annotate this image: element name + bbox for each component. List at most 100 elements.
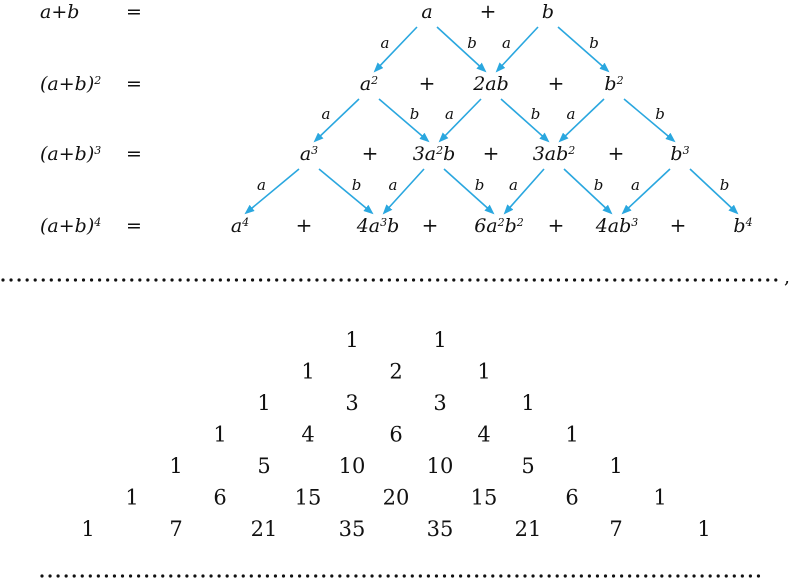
pascal-number: 35 (427, 517, 454, 541)
expansion-section: a+b = a + b(a+b)2 = a2 +2ab + b2(a+b)3 = a3 +3a2b +3a… (40, 0, 753, 237)
expansion-term: a (421, 1, 432, 23)
expansion-term: b (542, 1, 554, 23)
pascal-number: 1 (301, 360, 314, 384)
pascal-number: 1 (257, 391, 270, 415)
plus-sign: + (670, 213, 687, 237)
expansion-term: b2 (604, 73, 623, 95)
pascal-number: 4 (301, 423, 314, 447)
arrow-a (313, 98, 360, 143)
plus-sign: + (483, 141, 500, 165)
pascal-number: 6 (213, 486, 226, 510)
arrow-b (623, 98, 676, 143)
plus-sign: + (296, 213, 313, 237)
pascal-number: 5 (257, 454, 270, 478)
pascal-number: 1 (697, 517, 710, 541)
expansion-term: 4ab3 (595, 215, 639, 237)
lhs-row-1: (a+b)2 (40, 73, 101, 95)
expansion-term: a3 (300, 143, 318, 165)
arrow-b (500, 98, 550, 143)
equals-sign: = (126, 73, 142, 95)
arrow-label-a: a (445, 105, 454, 123)
pascal-number: 1 (565, 423, 578, 447)
arrow-label-b: b (467, 34, 477, 52)
arrow-label-b: b (655, 105, 665, 123)
pascal-number: 1 (433, 328, 446, 352)
arrow-b (436, 26, 487, 73)
arrow-label-a: a (257, 176, 266, 194)
arrow-label-b: b (352, 176, 362, 194)
arrow-b (443, 168, 495, 215)
arrow-a (495, 26, 539, 73)
pascal-number: 1 (213, 423, 226, 447)
arrow-label-a: a (381, 34, 390, 52)
arrow-a (373, 26, 418, 73)
arrow-a (244, 168, 300, 215)
arrow-b (557, 26, 610, 73)
arrow-a (438, 98, 482, 143)
plus-sign: + (480, 0, 497, 23)
arrow-b (563, 168, 613, 215)
pascal-number: 6 (565, 486, 578, 510)
plus-sign: + (362, 141, 379, 165)
arrow-label-b: b (720, 176, 730, 194)
arrow-a (382, 168, 425, 215)
plus-sign: + (548, 213, 565, 237)
arrow-label-a: a (322, 105, 331, 123)
arrow-label-a: a (631, 176, 640, 194)
pascal-number: 3 (345, 391, 358, 415)
arrow-label-a: a (502, 34, 511, 52)
pascal-number: 10 (427, 454, 454, 478)
pascal-number: 7 (169, 517, 182, 541)
arrow-b (378, 98, 430, 143)
pascal-number: 21 (251, 517, 278, 541)
arrow-label-a: a (389, 176, 398, 194)
arrow-a (621, 168, 671, 215)
equals-sign: = (126, 1, 142, 23)
expansion-term: 6a2b2 (474, 215, 524, 237)
pascal-number: 15 (295, 486, 322, 510)
expansion-term: 4a3b (356, 215, 400, 237)
pascal-number: 1 (653, 486, 666, 510)
pascal-number: 1 (477, 360, 490, 384)
pascal-number: 4 (477, 423, 490, 447)
expansion-term: 3a2b (413, 143, 456, 165)
pascal-number: 1 (169, 454, 182, 478)
arrow-label-b: b (410, 105, 420, 123)
pascal-number: 6 (389, 423, 402, 447)
arrow-a (558, 98, 605, 143)
pascal-number: 5 (521, 454, 534, 478)
expansion-term: a2 (360, 73, 378, 95)
expansion-term: 2ab (472, 73, 509, 95)
pascal-number: 21 (515, 517, 542, 541)
arrow-label-b: b (594, 176, 604, 194)
pascal-number: 20 (383, 486, 410, 510)
lhs-row-2: (a+b)3 (40, 143, 101, 165)
plus-sign: + (608, 141, 625, 165)
pascal-number: 3 (433, 391, 446, 415)
pascal-number: 1 (81, 517, 94, 541)
arrow-label-b: b (475, 176, 485, 194)
plus-sign: + (419, 71, 436, 95)
pascal-number: 2 (389, 360, 402, 384)
arrow-a (503, 168, 545, 215)
pascal-number: 1 (345, 328, 358, 352)
equals-sign: = (126, 143, 142, 165)
arrow-b (689, 168, 739, 215)
pascal-number: 15 (471, 486, 498, 510)
separator-comma: , (784, 266, 790, 288)
pascal-number: 1 (521, 391, 534, 415)
equals-sign: = (126, 215, 142, 237)
lhs-row-0: a+b (40, 1, 79, 23)
pascal-number: 35 (339, 517, 366, 541)
plus-sign: + (422, 213, 439, 237)
arrow-label-a: a (509, 176, 518, 194)
pascal-number: 7 (609, 517, 622, 541)
pascal-triangle: 1 11 2 11 3 3 11 4 6 4 11 5 10 10 5 11 6 15 20 15 6 11 7 21 35 35… (81, 328, 710, 541)
arrow-label-a: a (567, 105, 576, 123)
arrow-label-b: b (589, 34, 599, 52)
pascal-number: 1 (125, 486, 138, 510)
expansion-term: a4 (231, 215, 249, 237)
separators: , (1, 266, 790, 578)
expansion-term: b3 (670, 143, 689, 165)
